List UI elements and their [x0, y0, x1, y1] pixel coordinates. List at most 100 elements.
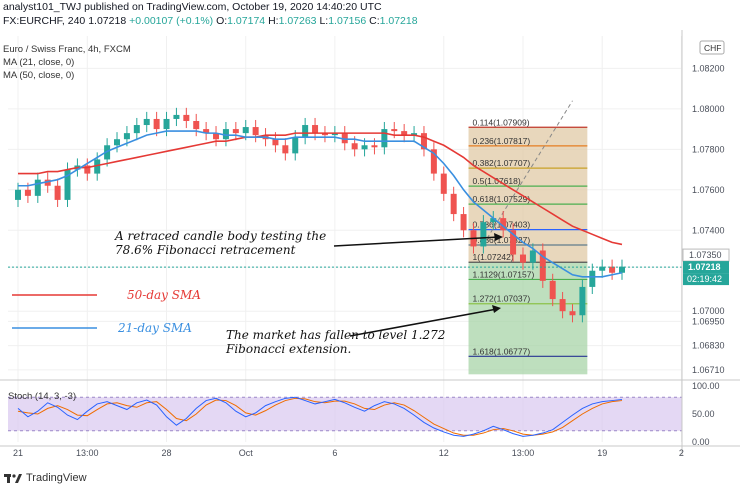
symbol: FX:EURCHF, 240 — [3, 15, 86, 27]
candle-body — [539, 250, 546, 281]
candle-body — [331, 133, 338, 136]
open-value: 1.07174 — [227, 15, 266, 27]
last-price: 1.07218 — [88, 15, 127, 27]
annotation-extension-line1: The market has fallen to level 1.272 — [226, 328, 445, 342]
stoch-tick-label: 50.00 — [692, 409, 715, 419]
time-tick-label: Oct — [239, 448, 254, 458]
fib-level-label: 1.1129(1.07157) — [473, 269, 535, 279]
time-tick-label: 13:00 — [512, 448, 535, 458]
candle-body — [381, 129, 388, 148]
stoch-k-line — [17, 396, 623, 437]
candle-body — [143, 118, 150, 126]
candle-body — [203, 129, 210, 134]
candle-body — [292, 137, 299, 154]
candle-body — [302, 125, 309, 138]
time-tick-label: 19 — [597, 448, 607, 458]
candle-body — [282, 145, 289, 154]
candle-body — [529, 250, 536, 263]
candle-body — [114, 139, 121, 146]
candle-body — [391, 129, 398, 132]
annotation-arrowhead — [492, 305, 501, 313]
currency-badge[interactable]: CHF — [704, 43, 721, 53]
time-tick-label: 21 — [13, 448, 23, 458]
candle-body — [500, 218, 507, 231]
candle-body — [559, 299, 566, 312]
price-tick-label: 1.08000 — [692, 104, 725, 114]
candle-body — [272, 139, 279, 146]
fib-level-label: 0.114(1.07909) — [473, 117, 530, 127]
annotation-extension-line2: Fibonacci extension. — [225, 342, 351, 356]
candle-body — [341, 133, 348, 144]
candle-body — [519, 254, 526, 263]
price-tick-label: 1.06950 — [692, 316, 725, 326]
fib-level-label: 0.236(1.07817) — [473, 136, 531, 146]
fib-level-label: 1(1.07242) — [473, 252, 514, 262]
close-value: 1.07218 — [379, 15, 418, 27]
candle-body — [44, 179, 51, 186]
legend-sma21-label: 21-day SMA — [117, 321, 192, 335]
footer: TradingView — [4, 472, 87, 484]
price-tick-label: 1.07400 — [692, 225, 725, 235]
time-tick-label: 2 — [679, 448, 684, 458]
stoch-d-line — [17, 397, 623, 436]
candle-body — [450, 193, 457, 215]
price-tick-label: 1.07800 — [692, 144, 725, 154]
candle-body — [549, 280, 556, 300]
chart-legend-ma50: MA (50, close, 0) — [3, 70, 74, 81]
candle-body — [599, 266, 606, 271]
candle-body — [15, 189, 21, 200]
chart-legend-title: Euro / Swiss Franc, 4h, FXCM — [3, 44, 131, 55]
time-tick-label: 28 — [162, 448, 172, 458]
fib-level-label: 1.272(1.07037) — [473, 294, 531, 304]
time-tick-label: 12 — [439, 448, 449, 458]
fib-level-label: 0.382(1.07707) — [473, 158, 531, 168]
chart-legend-ma21: MA (21, close, 0) — [3, 57, 74, 68]
candle-body — [133, 125, 140, 134]
footer-brand[interactable]: TradingView — [26, 472, 87, 484]
price-tick-label: 1.07000 — [692, 306, 725, 316]
countdown-tag — [683, 273, 729, 286]
currency-badge-box[interactable] — [699, 40, 725, 55]
candle-body — [460, 214, 467, 231]
time-tick-label: 13:00 — [76, 448, 99, 458]
price-pane: 0.114(1.07909) 0.236(1.07817) 0.382(1.0770… — [8, 36, 682, 442]
candle-body — [619, 266, 625, 273]
high-value: 1.07263 — [278, 15, 317, 27]
candle-body — [123, 133, 130, 140]
candle-body — [420, 133, 427, 150]
candle-body — [361, 145, 368, 150]
candle-body — [252, 127, 259, 136]
candle-body — [440, 173, 447, 194]
candle-body — [312, 125, 319, 134]
axes: 1.08200 1.08000 1.07800 1.07600 1.07400 1.070… — [0, 30, 740, 458]
price-tick-label: 1.06830 — [692, 341, 725, 351]
hidden-price-tag — [682, 248, 730, 262]
annotation-retrace-line2: 78.6% Fibonacci retracement — [115, 243, 296, 257]
candle-body — [54, 185, 61, 200]
stoch-tick-label: 100.00 — [692, 381, 720, 391]
candle-body — [569, 311, 576, 316]
hidden-price-label: 1.07350 — [689, 250, 722, 260]
change: +0.00107 (+0.1%) — [129, 15, 214, 27]
candle-body — [94, 159, 101, 174]
candle-body — [173, 114, 180, 119]
candle-body — [321, 133, 328, 136]
last-price-tag — [683, 261, 729, 274]
low-label: L: — [319, 15, 329, 27]
price-tick-label: 1.06710 — [692, 365, 725, 375]
candle-body — [222, 129, 229, 140]
fib-zone-extension — [468, 262, 588, 375]
ohlc-line: FX:EURCHF, 240 1.07218 +0.00107 (+0.1%) … — [3, 15, 418, 27]
annotation-arrow — [333, 236, 500, 247]
annotation-arrow — [349, 308, 498, 337]
open-label: O: — [216, 15, 228, 27]
stochastic-pane — [8, 396, 682, 437]
candle-body — [490, 218, 497, 223]
candle-body — [411, 133, 418, 136]
candle-body — [84, 165, 91, 174]
candle-body — [64, 169, 71, 200]
candle-body — [510, 230, 517, 255]
candle-body — [213, 133, 220, 140]
last-price-label: 1.07218 — [688, 262, 721, 272]
